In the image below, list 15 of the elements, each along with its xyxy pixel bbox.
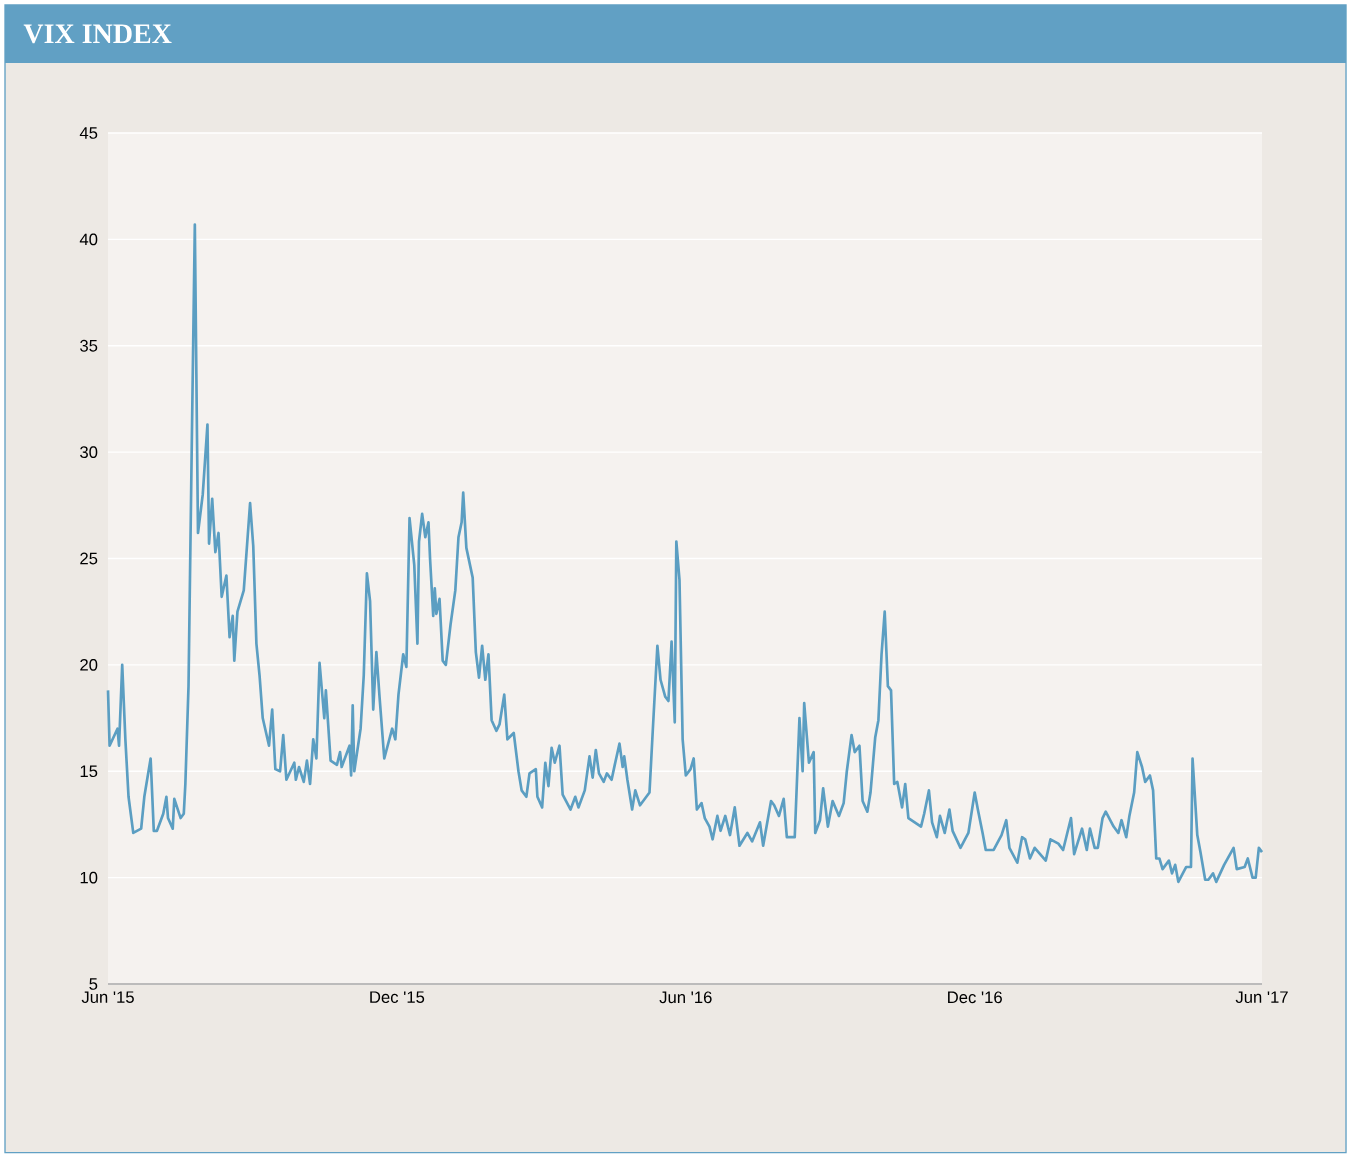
- y-tick-label: 25: [80, 552, 98, 565]
- y-tick-label: 35: [80, 339, 98, 352]
- y-tick-label: 40: [79, 233, 98, 246]
- y-tick-label: 30: [80, 446, 98, 459]
- y-tick-label: 45: [79, 127, 98, 139]
- x-tick-label: Jun '15: [81, 991, 134, 1004]
- x-tick-label: Jun '16: [659, 991, 712, 1004]
- chart-title: VIX INDEX: [23, 24, 172, 44]
- x-tick-label: Dec '15: [370, 991, 425, 1004]
- y-tick-label: 15: [80, 765, 98, 778]
- y-tick-label: 10: [80, 871, 98, 884]
- y-tick-label: 5: [89, 978, 98, 990]
- x-tick-label: Dec '16: [948, 991, 1002, 1004]
- y-tick-label: 20: [80, 658, 98, 671]
- x-tick-label: Jun '17: [1235, 991, 1288, 1004]
